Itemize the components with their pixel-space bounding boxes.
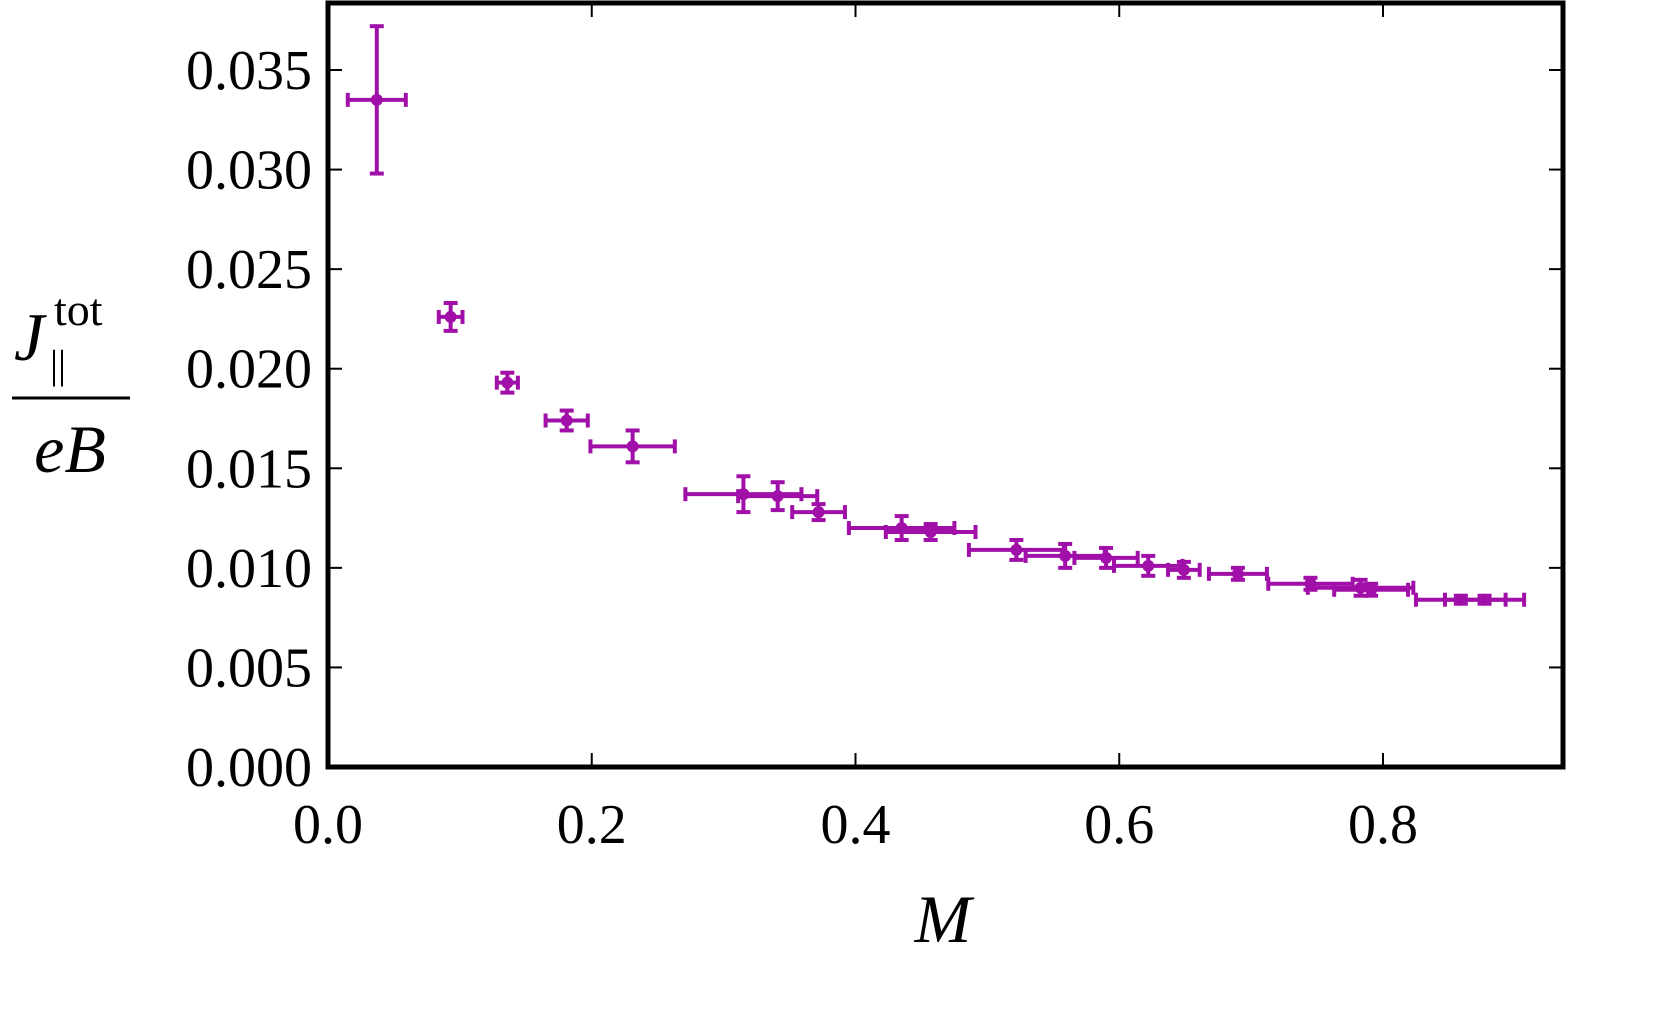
point-marker [626, 440, 639, 453]
data-point [1111, 553, 1185, 578]
data-point [588, 428, 677, 465]
point-marker [370, 93, 383, 106]
y-tick-label: 0.025 [186, 239, 312, 301]
point-marker [812, 506, 825, 519]
point-marker [1059, 549, 1072, 562]
data-point [1023, 541, 1107, 570]
data-point [790, 502, 847, 523]
data-point [1166, 559, 1202, 580]
y-label-numerator-sup: tot [54, 284, 103, 335]
data-point [1206, 565, 1269, 582]
point-marker [560, 414, 573, 427]
point-marker [924, 526, 937, 539]
y-axis-label: J tot || eB [12, 284, 130, 487]
data-point [736, 480, 820, 513]
ticks-layer [327, 3, 1563, 768]
data-point [543, 408, 590, 433]
data-marks [345, 24, 1527, 607]
x-tick-labels: 0.0 0.2 0.4 0.6 0.8 [293, 794, 1418, 856]
y-tick-label: 0.015 [186, 438, 312, 500]
data-point [1332, 581, 1411, 598]
point-marker [444, 310, 457, 323]
y-tick-label: 0.035 [186, 40, 312, 102]
data-point [494, 370, 520, 395]
y-tick-label: 0.020 [186, 339, 312, 401]
data-point [436, 300, 465, 333]
y-tick-label: 0.010 [186, 538, 312, 600]
x-tick-label: 0.2 [557, 794, 627, 856]
data-point [846, 514, 957, 542]
y-label-numerator-base: J [14, 299, 47, 375]
data-point [345, 24, 408, 176]
y-label-numerator-sub: || [50, 342, 66, 387]
point-marker [1231, 567, 1244, 580]
data-point [1072, 545, 1140, 570]
y-label-denominator: eB [34, 411, 106, 487]
point-marker [1177, 563, 1190, 576]
x-tick-label: 0.6 [1084, 794, 1154, 856]
y-tick-label: 0.030 [186, 140, 312, 202]
y-tick-labels: 0.000 0.005 0.010 0.015 0.020 0.025 0.030 0.035 [186, 40, 312, 799]
point-marker [1100, 551, 1113, 564]
x-tick-label: 0.4 [821, 794, 891, 856]
point-marker [501, 376, 514, 389]
x-tick-label: 0.8 [1348, 794, 1418, 856]
y-tick-label: 0.005 [186, 637, 312, 699]
y-tick-label: 0.000 [186, 737, 312, 799]
point-marker [1365, 583, 1378, 596]
point-marker [1010, 543, 1023, 556]
point-marker [1478, 593, 1491, 606]
point-marker [1142, 559, 1155, 572]
plot-frame [325, 0, 1566, 770]
x-tick-label: 0.0 [293, 794, 363, 856]
data-point [1442, 592, 1527, 607]
x-axis-label: M [914, 881, 975, 957]
data-point [883, 522, 978, 542]
point-marker [771, 490, 784, 503]
